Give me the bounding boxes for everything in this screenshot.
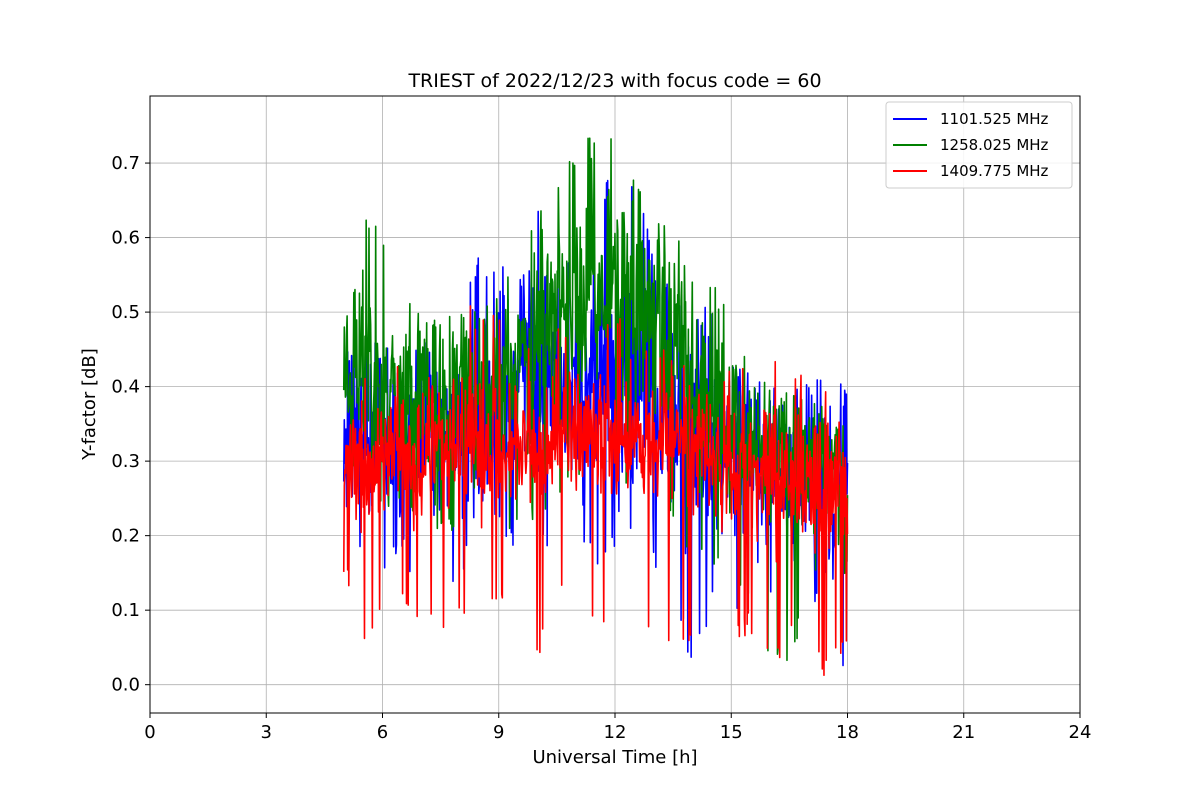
legend-label-2: 1258.025 MHz bbox=[940, 136, 1049, 154]
legend-box bbox=[885, 101, 1073, 189]
legend: 1101.525 MHz 1258.025 MHz 1409.775 MHz bbox=[885, 101, 1073, 189]
y-tick-label: 0.0 bbox=[111, 675, 140, 696]
series-layer bbox=[342, 137, 849, 677]
legend-label-1: 1101.525 MHz bbox=[940, 110, 1049, 128]
y-tick-label: 0.2 bbox=[111, 526, 140, 547]
x-tick-label: 3 bbox=[261, 722, 272, 743]
y-tick-label: 0.1 bbox=[111, 600, 140, 621]
x-tick-label: 0 bbox=[144, 722, 155, 743]
x-tick-label: 12 bbox=[604, 722, 627, 743]
y-axis-title: Y-factor [dB] bbox=[79, 348, 100, 461]
y-tick-label: 0.6 bbox=[111, 228, 140, 249]
y-tick-label: 0.3 bbox=[111, 451, 140, 472]
x-tick-label: 21 bbox=[952, 722, 975, 743]
x-tick-label: 6 bbox=[377, 722, 388, 743]
x-axis: 0 3 6 9 12 15 18 21 24 bbox=[144, 713, 1091, 743]
x-tick-label: 24 bbox=[1069, 722, 1092, 743]
y-tick-label: 0.5 bbox=[111, 302, 140, 323]
series-line-3 bbox=[342, 305, 849, 677]
y-axis: 0.0 0.1 0.2 0.3 0.4 0.5 0.6 0.7 bbox=[111, 153, 150, 696]
chart-title: TRIEST of 2022/12/23 with focus code = 6… bbox=[407, 70, 821, 92]
x-tick-label: 15 bbox=[720, 722, 743, 743]
x-tick-label: 18 bbox=[836, 722, 859, 743]
series-line-2 bbox=[342, 137, 849, 662]
legend-label-3: 1409.775 MHz bbox=[940, 162, 1049, 180]
y-tick-label: 0.7 bbox=[111, 153, 140, 174]
x-tick-label: 9 bbox=[493, 722, 504, 743]
x-axis-title: Universal Time [h] bbox=[532, 747, 697, 768]
y-tick-label: 0.4 bbox=[111, 377, 140, 398]
